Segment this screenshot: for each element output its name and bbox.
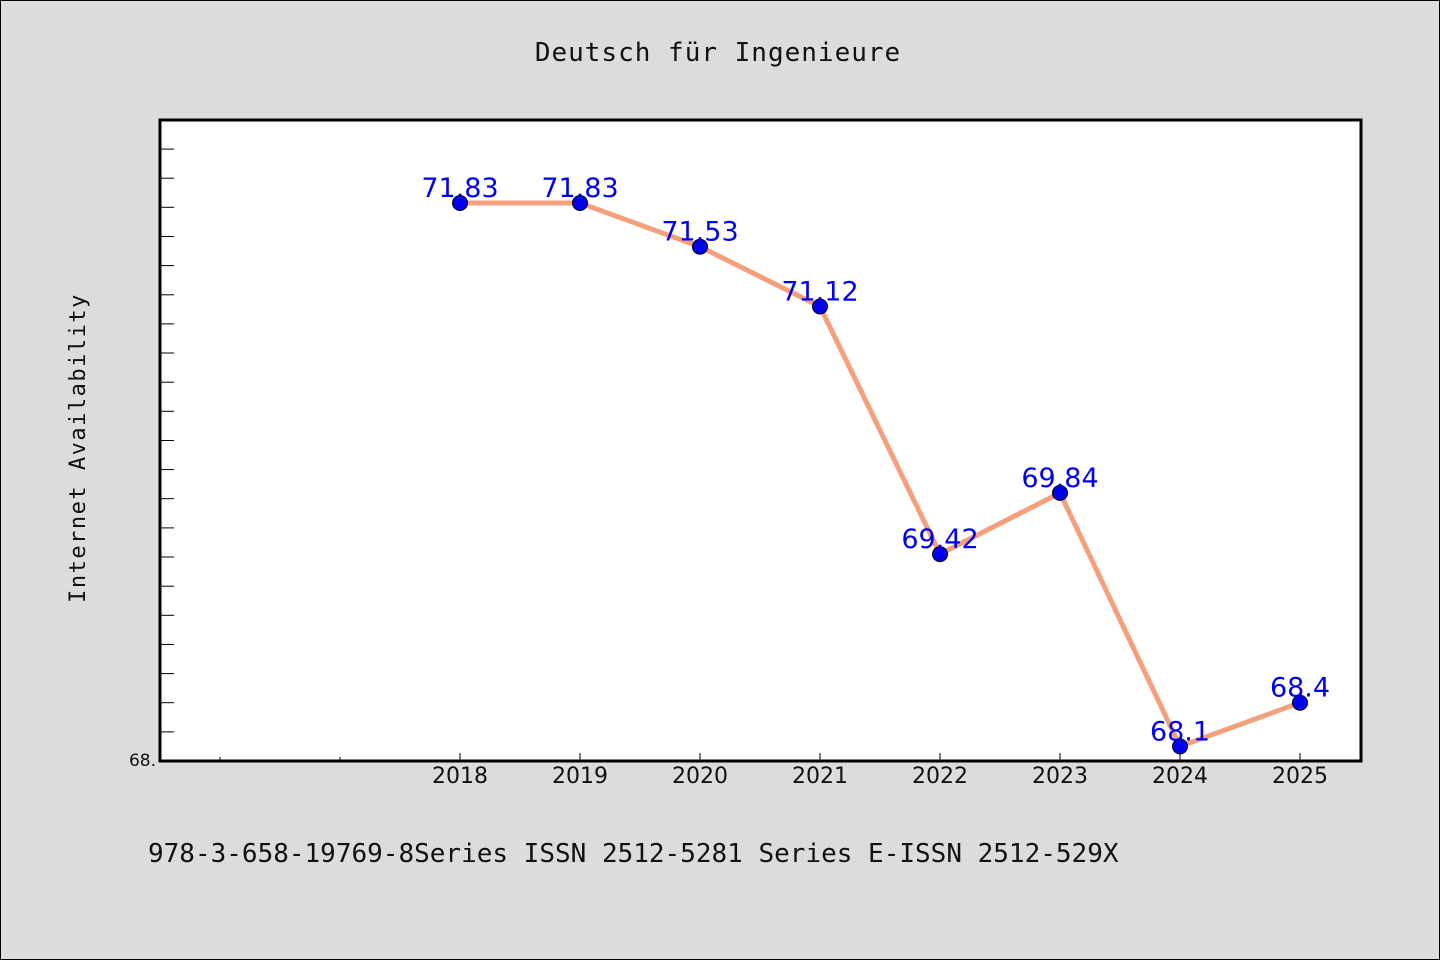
x-tick-label: 2025 bbox=[1272, 764, 1328, 789]
x-tick-label: 2018 bbox=[432, 764, 488, 789]
x-axis-tick-labels: 2018 2019 2020 2021 2022 2023 2024 2025 bbox=[432, 753, 1328, 789]
x-tick-label: 2019 bbox=[552, 764, 608, 789]
y-axis-label: Internet Availability bbox=[66, 293, 91, 603]
data-point bbox=[1172, 738, 1188, 755]
series-line bbox=[460, 200, 1301, 749]
data-labels: 71.83 71.83 71.53 71.12 69.42 69.84 68.1 68.4 bbox=[421, 173, 1330, 747]
data-point bbox=[812, 298, 828, 315]
data-label: 71.12 bbox=[781, 277, 858, 308]
data-point bbox=[1292, 694, 1308, 711]
x-tick-label: 2021 bbox=[792, 764, 848, 789]
plot-area bbox=[158, 118, 1363, 763]
y-tick-label: 68. bbox=[129, 751, 156, 771]
data-label: 68.1 bbox=[1150, 716, 1210, 747]
data-label: 71.53 bbox=[661, 217, 738, 248]
x-tick-label: 2020 bbox=[672, 764, 728, 789]
chart-title: Deutsch für Ingenieure bbox=[535, 38, 901, 68]
x-tick-label: 2023 bbox=[1032, 764, 1088, 789]
data-label: 68.4 bbox=[1270, 673, 1330, 704]
y-axis-ticks bbox=[160, 148, 174, 762]
footer-text: 978-3-658-19769-8Series ISSN 2512-5281 S… bbox=[148, 839, 1119, 869]
data-point bbox=[452, 195, 468, 211]
data-point bbox=[572, 195, 588, 211]
x-tick-label: 2024 bbox=[1152, 764, 1208, 789]
data-point bbox=[692, 238, 708, 255]
data-label: 71.83 bbox=[541, 173, 618, 204]
data-label: 69.42 bbox=[901, 524, 978, 555]
series-markers bbox=[452, 195, 1308, 755]
x-tick-label: 2022 bbox=[912, 764, 968, 789]
data-point bbox=[1052, 484, 1068, 501]
data-label: 69.84 bbox=[1021, 463, 1098, 494]
data-label: 71.83 bbox=[421, 173, 498, 204]
data-point bbox=[932, 546, 948, 563]
